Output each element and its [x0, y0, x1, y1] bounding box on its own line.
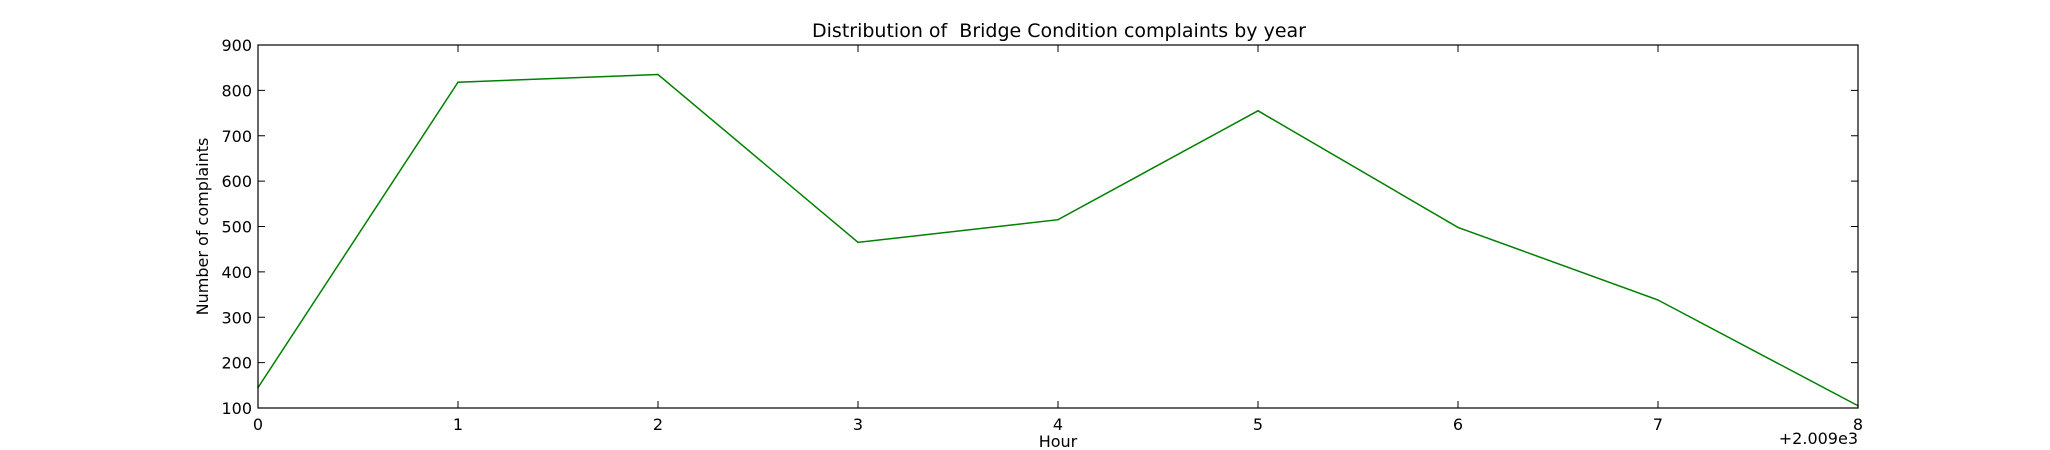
data-point	[1257, 109, 1259, 112]
x-tick-label: 4	[1053, 415, 1063, 434]
y-tick-label: 500	[221, 218, 252, 237]
y-tick-label: 800	[221, 81, 252, 100]
x-tick-label: 7	[1653, 415, 1663, 434]
y-tick-label: 600	[221, 172, 252, 191]
x-tick-label: 8	[1853, 415, 1863, 434]
x-tick-label: 0	[253, 415, 263, 434]
data-point	[1057, 218, 1059, 221]
x-tick-label: 1	[453, 415, 463, 434]
y-tick-label: 700	[221, 127, 252, 146]
x-axis-ticks: 0 1 2 3 4 5 6 7 8	[253, 45, 1863, 434]
data-point	[857, 241, 859, 244]
data-point	[1657, 299, 1659, 301]
x-tick-label: 6	[1453, 415, 1463, 434]
data-point	[657, 73, 659, 76]
y-tick-label: 300	[221, 308, 252, 327]
plot-area-frame	[257, 44, 1859, 409]
x-axis-offset-label: +2.009e3	[1779, 429, 1858, 448]
x-axis-label: Hour	[1039, 432, 1078, 450]
y-tick-label: 200	[221, 354, 252, 373]
y-tick-label: 100	[221, 399, 252, 418]
data-point	[1457, 226, 1459, 229]
y-axis-ticks: 100 200 300 400 500 600 700 800 900	[221, 36, 1858, 418]
x-tick-label: 3	[853, 415, 863, 434]
x-tick-label: 2	[653, 415, 663, 434]
y-axis-label: Number of complaints	[193, 138, 212, 316]
y-tick-label: 400	[221, 263, 252, 282]
data-point	[457, 81, 459, 84]
chart-title: Distribution of Bridge Condition complai…	[812, 20, 1306, 42]
y-tick-label: 900	[221, 36, 252, 55]
x-tick-label: 5	[1253, 415, 1263, 434]
